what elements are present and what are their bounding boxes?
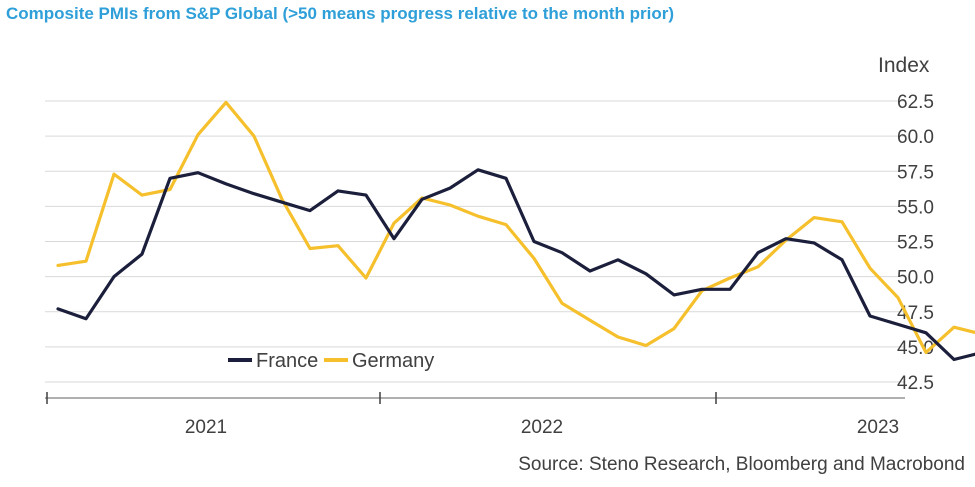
y-tick-label: 45.0 [897, 338, 934, 359]
legend-label-france: France [256, 350, 318, 372]
legend-label-germany: Germany [352, 350, 434, 372]
y-tick-label: 60.0 [897, 127, 934, 148]
y-tick-label: 62.5 [897, 92, 934, 113]
y-axis-label: Index [878, 54, 930, 77]
y-tick-label: 42.5 [897, 373, 934, 394]
y-tick-label: 57.5 [897, 162, 934, 183]
x-tick-label: 2021 [185, 417, 227, 438]
x-tick-label: 2023 [857, 417, 899, 438]
x-axis: 2021 2022 2023 [45, 392, 905, 438]
y-tick-label: 47.5 [897, 303, 934, 324]
chart-title: Composite PMIs from S&P Global (>50 mean… [6, 4, 675, 23]
series-lines [56, 100, 975, 362]
series-line-germany [56, 100, 975, 355]
y-tick-label: 52.5 [897, 233, 934, 254]
y-axis: Index 42.5 45.0 47.5 50.0 52.5 55.0 57.5 60.0 62… [878, 54, 934, 394]
legend: France Germany [228, 350, 434, 372]
x-tick-label: 2022 [521, 417, 563, 438]
gridlines [45, 100, 905, 383]
y-tick-label: 50.0 [897, 268, 934, 289]
y-tick-label: 55.0 [897, 197, 934, 218]
source-note: Source: Steno Research, Bloomberg and Ma… [518, 454, 965, 475]
series-line-france [56, 168, 975, 362]
